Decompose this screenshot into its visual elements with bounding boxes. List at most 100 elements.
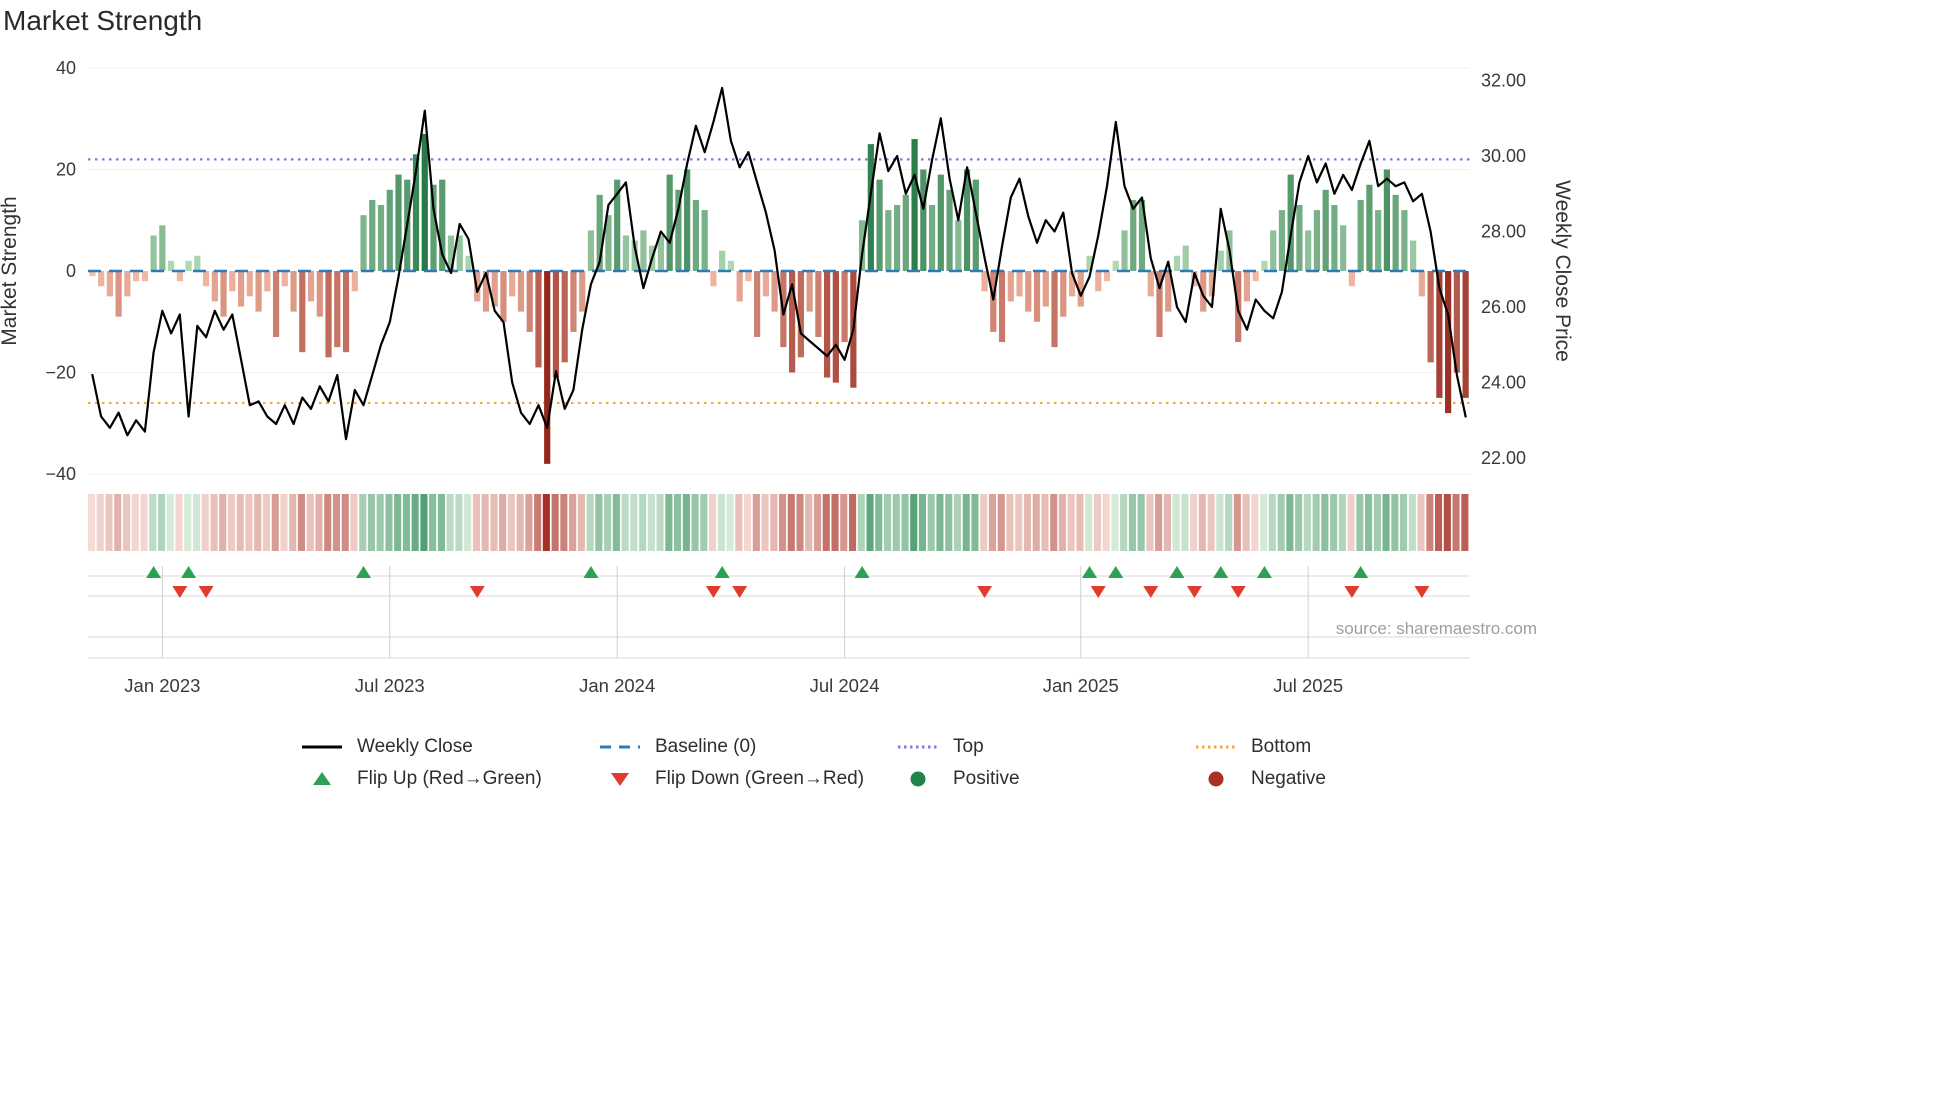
heatmap-cell — [892, 494, 900, 551]
heatmap-cell — [997, 494, 1005, 551]
heatmap-cell — [822, 494, 830, 551]
strength-bar — [202, 271, 210, 287]
strength-bar — [622, 235, 630, 271]
strength-bar — [981, 271, 988, 292]
flip-up-triangle-icon — [300, 770, 344, 788]
strength-bar — [832, 271, 839, 383]
flip-down-triangle-icon — [598, 770, 642, 788]
strength-bar — [771, 271, 778, 312]
strength-bar — [255, 271, 262, 312]
heatmap-cell — [332, 494, 340, 551]
heatmap-cell — [665, 494, 673, 551]
strength-bar — [150, 235, 157, 271]
flip-down-marker — [1186, 586, 1202, 598]
heatmap-cell — [945, 494, 953, 551]
heatmap-cell — [1163, 494, 1171, 551]
heatmap-cell — [953, 494, 961, 551]
flip-down-marker — [1090, 586, 1106, 598]
heatmap-cell — [595, 494, 603, 551]
heatmap-cell — [901, 494, 909, 551]
x-tick-label: Jan 2023 — [124, 675, 200, 696]
x-tick-label: Jan 2025 — [1043, 675, 1119, 696]
strength-bar — [1287, 174, 1294, 271]
strength-bar — [185, 260, 192, 271]
strength-bar — [299, 271, 306, 353]
strength-bar — [334, 271, 341, 348]
heatmap-cell — [779, 494, 787, 551]
legend-label: Bottom — [1251, 736, 1312, 757]
legend-item-top: Top — [896, 736, 1194, 758]
strength-bar — [605, 215, 612, 271]
heatmap-cell — [647, 494, 655, 551]
legend-item-positive: Positive — [896, 768, 1194, 790]
y-tick-label-right: 26.00 — [1481, 297, 1526, 317]
strength-bar — [998, 271, 1006, 343]
heatmap-cell — [1128, 494, 1136, 551]
heatmap-cell — [577, 494, 585, 551]
strength-bar — [281, 271, 288, 287]
flip-up-marker — [1169, 566, 1185, 578]
heatmap-cell — [131, 494, 139, 551]
legend-label: Baseline (0) — [655, 736, 757, 757]
strength-bar — [1060, 271, 1067, 317]
legend-item-baseline: Baseline (0) — [598, 736, 896, 758]
heatmap-cell — [525, 494, 533, 551]
heatmap-cell — [350, 494, 358, 551]
heatmap-cell — [464, 494, 472, 551]
strength-bar — [237, 271, 245, 307]
heatmap-cell — [210, 494, 218, 551]
legend-label: Positive — [953, 768, 1020, 789]
y-tick-label-left: −20 — [45, 363, 76, 383]
strength-bar — [535, 271, 542, 368]
flip-down-marker — [172, 586, 188, 598]
strength-bar — [377, 205, 385, 271]
strength-bar — [824, 271, 831, 378]
strength-bar — [1217, 250, 1224, 271]
strength-bar — [1410, 240, 1417, 271]
heatmap-cell — [245, 494, 253, 551]
y-tick-label-left: −40 — [45, 464, 76, 484]
strength-bar — [701, 210, 708, 271]
heatmap-cell — [639, 494, 647, 551]
strength-bar — [1453, 271, 1460, 373]
strength-bar — [439, 179, 446, 271]
strength-bar — [937, 174, 944, 271]
heatmap-cell — [910, 494, 918, 551]
heatmap-cell — [367, 494, 375, 551]
strength-bar — [1051, 271, 1058, 348]
heatmap-cell — [630, 494, 638, 551]
heatmap-cell — [918, 494, 926, 551]
heatmap-cell — [936, 494, 944, 551]
heatmap-cell — [411, 494, 419, 551]
heatmap-cell — [1443, 494, 1451, 551]
left-axis-label: Market Strength — [0, 196, 21, 345]
heatmap-cell — [586, 494, 594, 551]
legend-item-flip-up: Flip Up (Red→Green) — [300, 768, 598, 790]
strength-bar — [1208, 271, 1216, 297]
heatmap-cell — [1268, 494, 1276, 551]
heatmap-cell — [158, 494, 166, 551]
strength-bar — [1130, 199, 1137, 271]
heatmap-cell — [1181, 494, 1189, 551]
heatmap-cell — [1382, 494, 1390, 551]
heatmap-cell — [1006, 494, 1014, 551]
strength-bar — [1296, 205, 1303, 271]
heatmap-cell — [551, 494, 559, 551]
strength-bar — [325, 271, 332, 358]
heatmap-cell — [429, 494, 437, 551]
flip-up-marker — [583, 566, 599, 578]
heatmap-cell — [726, 494, 734, 551]
heatmap-cell — [149, 494, 157, 551]
flip-down-marker — [1143, 586, 1159, 598]
y-tick-label-right: 30.00 — [1481, 146, 1526, 166]
strength-bar — [1348, 271, 1356, 287]
strength-bar — [133, 271, 140, 282]
strength-bar — [710, 271, 717, 287]
strength-bar — [544, 271, 551, 464]
strength-bar — [745, 271, 752, 282]
heatmap-cell — [700, 494, 708, 551]
strength-bar — [176, 271, 183, 282]
y-tick-label-right: 32.00 — [1481, 71, 1526, 91]
heatmap-cell — [420, 494, 428, 551]
strength-bar — [491, 271, 498, 307]
